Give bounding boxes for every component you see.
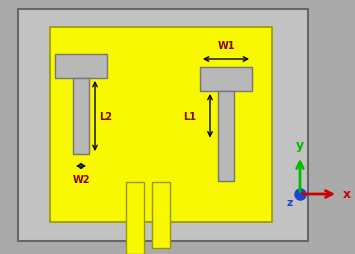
Bar xyxy=(55,55,107,79)
Bar xyxy=(50,28,272,222)
Bar xyxy=(73,79,89,154)
Text: L1: L1 xyxy=(183,111,196,121)
Text: x: x xyxy=(343,188,351,201)
Bar xyxy=(18,10,308,241)
Bar xyxy=(200,68,252,92)
Bar xyxy=(152,182,170,248)
Bar xyxy=(218,92,234,181)
Text: z: z xyxy=(287,197,293,207)
Text: W1: W1 xyxy=(217,41,235,51)
Text: L2: L2 xyxy=(99,112,112,121)
Text: y: y xyxy=(296,138,304,151)
Bar xyxy=(126,182,144,254)
Text: W2: W2 xyxy=(72,174,90,184)
